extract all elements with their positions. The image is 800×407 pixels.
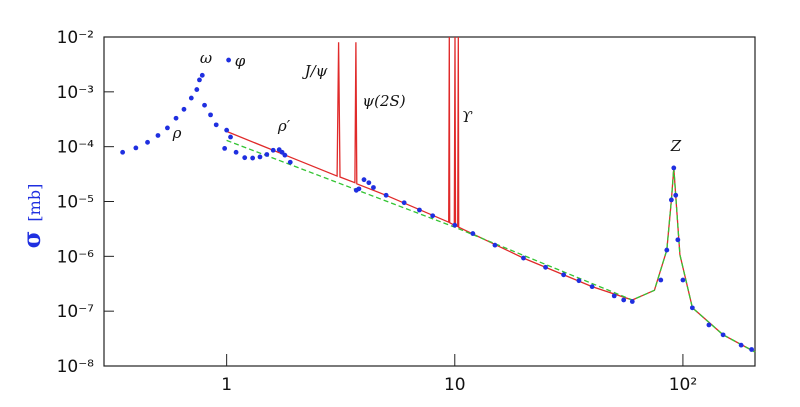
data-point <box>250 155 256 161</box>
data-point <box>658 277 664 283</box>
data-point <box>689 305 695 311</box>
y-tick-label: 10⁻⁶ <box>57 247 95 267</box>
data-point <box>356 186 362 192</box>
data-point <box>264 152 270 157</box>
data-point <box>738 342 744 348</box>
plot-frame <box>103 36 756 367</box>
data-point <box>673 192 679 198</box>
data-point <box>452 222 458 228</box>
x-tick-label: 1 <box>221 375 232 395</box>
data-point <box>611 293 617 299</box>
data-point <box>720 332 726 338</box>
y-tick-label: 10⁻² <box>57 28 94 48</box>
data-point <box>197 77 202 83</box>
data-point <box>208 112 213 118</box>
data-point <box>233 149 239 155</box>
x-tick-label: 10² <box>669 375 697 395</box>
data-point <box>417 207 422 213</box>
resonance-label: ψ(2S) <box>362 92 405 110</box>
data-point <box>671 165 677 171</box>
data-point <box>242 155 248 161</box>
data-point <box>664 247 670 253</box>
data-point <box>561 272 567 278</box>
data-point <box>165 125 170 131</box>
data-point <box>668 197 674 203</box>
data-point <box>145 139 150 145</box>
data-point <box>383 192 389 198</box>
data-point <box>401 200 407 206</box>
y-axis-label: σ [mb] <box>17 184 46 249</box>
data-point <box>366 180 372 186</box>
resonance-label: ρ <box>172 124 182 142</box>
data-point <box>680 277 686 283</box>
data-point <box>202 102 207 108</box>
y-label-unit: [mb] <box>25 184 44 222</box>
data-point <box>629 299 635 304</box>
data-point <box>213 122 219 128</box>
data-point <box>226 57 232 63</box>
resonance-label: Z <box>670 137 682 155</box>
y-tick-label: 10⁻⁸ <box>57 357 95 377</box>
data-point <box>188 95 194 101</box>
data-point <box>675 237 681 243</box>
data-point <box>257 154 263 160</box>
data-point <box>576 278 582 284</box>
data-point <box>430 213 436 219</box>
data-point <box>521 255 526 261</box>
data-point <box>589 284 595 290</box>
data-point <box>287 159 293 165</box>
data-point <box>194 87 200 92</box>
resonance-label: φ <box>235 52 246 70</box>
data-point <box>133 145 139 151</box>
y-label-symbol: σ <box>17 231 46 249</box>
dashed-curve <box>226 139 756 353</box>
data-point <box>706 322 712 328</box>
data-point <box>492 242 498 248</box>
data-point <box>282 152 288 158</box>
x-tick-label: 10 <box>444 375 466 395</box>
resonance-label: ϒ <box>462 108 473 126</box>
y-tick-label: 10⁻⁴ <box>57 138 95 158</box>
data-point <box>120 149 126 155</box>
data-point <box>222 145 228 151</box>
data-point <box>621 297 627 303</box>
resonance-label: ρ′ <box>277 117 291 135</box>
data-point <box>173 115 179 121</box>
data-point <box>543 264 548 270</box>
data-point <box>181 106 187 112</box>
resonance-label: J/ψ <box>302 62 328 80</box>
data-point <box>155 133 161 138</box>
y-tick-label: 10⁻⁵ <box>57 193 94 213</box>
y-tick-label: 10⁻⁷ <box>57 302 95 322</box>
data-point <box>361 177 367 183</box>
data-point <box>470 231 476 236</box>
y-tick-label: 10⁻³ <box>57 83 94 103</box>
data-point <box>224 127 230 133</box>
data-point <box>270 147 276 153</box>
data-point <box>371 185 376 190</box>
data-point <box>228 134 233 140</box>
data-point <box>749 347 754 352</box>
resonance-label: ω <box>200 49 212 67</box>
data-point <box>199 72 205 78</box>
